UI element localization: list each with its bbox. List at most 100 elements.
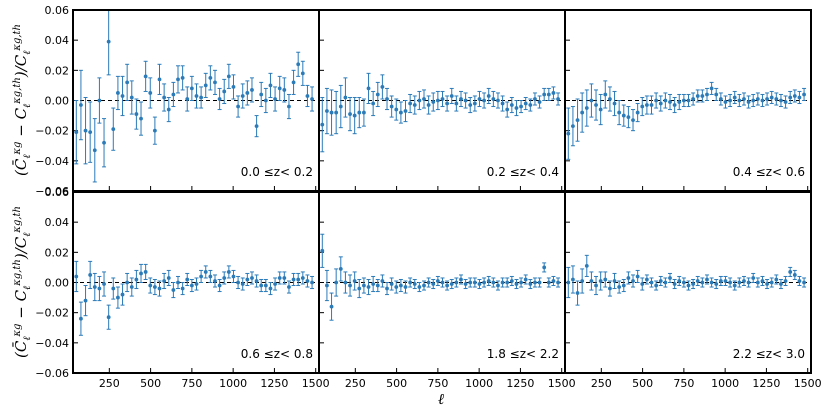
data-point [88,273,93,277]
data-point [486,94,491,98]
data-point [755,280,760,285]
data-point [259,283,264,288]
data-point [644,277,649,282]
data-point [797,279,802,283]
data-point [440,97,445,101]
data-point [635,110,640,115]
data-point [519,104,523,109]
panel-6: 250 500 750 1000 1250 1500 2.2 ≤z< 3.0 [564,191,822,390]
data-point [644,103,649,107]
data-point [320,122,325,127]
data-point [213,80,217,85]
y-tick-label: 0.02 [45,246,70,259]
data-point [417,98,422,103]
data-point [788,95,793,100]
data-point [129,285,134,289]
data-point [226,270,231,274]
panels-layer: −0.06 −0.04 −0.02 0.00 0.02 0.04 0.06 0.0 ≤z< 0… [35,4,821,390]
data-point [111,286,116,291]
x-tick-label: 1250 [506,377,534,390]
data-point [143,74,148,79]
data-point [472,280,477,285]
data-point [718,279,723,283]
data-point [571,124,575,129]
y-tick-label: −0.04 [35,155,69,168]
data-point [575,291,580,295]
data-point [152,128,157,133]
data-point [695,94,700,98]
data-point [152,285,157,289]
data-point [426,103,431,107]
panel-redshift-label: 0.2 ≤z< 0.4 [487,165,559,179]
panel-redshift-label: 0.4 ≤z< 0.6 [733,165,805,179]
data-point [375,92,380,97]
data-point [194,282,199,286]
data-point [352,279,357,283]
data-point [551,91,556,95]
data-point [617,110,622,115]
data-point [617,285,622,289]
data-point [348,112,352,116]
data-point [774,97,779,101]
data-point [403,109,408,113]
data-point [74,274,79,279]
data-point [176,77,180,82]
x-tick-label: 750 [181,377,202,390]
data-point [802,280,806,285]
data-point [338,267,343,271]
data-point [500,101,505,106]
data-point [551,279,556,283]
data-point [106,315,111,320]
data-point [746,280,751,285]
data-point [139,116,143,121]
data-point [417,285,422,289]
data-point [362,110,366,115]
data-point [282,276,287,280]
data-point [199,95,204,100]
data-point [171,288,176,292]
data-point [514,282,519,286]
data-point [97,98,102,103]
data-point [277,276,282,280]
panel-redshift-label: 0.0 ≤z< 0.2 [241,165,313,179]
data-point [422,97,426,101]
data-point [482,280,487,285]
data-point [728,98,733,103]
data-point [663,98,668,103]
data-point [92,148,97,153]
y-tick-label: −0.02 [35,125,69,138]
data-point [394,285,399,289]
data-point [649,103,654,107]
data-point [746,100,751,104]
x-tick-label: 500 [632,377,653,390]
data-point [102,140,106,145]
data-point [742,97,746,101]
data-point [97,286,102,291]
data-point [162,95,167,100]
data-point [608,286,612,291]
data-point [788,270,793,274]
data-point [528,103,533,107]
data-point [366,285,371,289]
data-point [79,316,83,321]
data-point [663,280,668,285]
data-point [686,98,691,103]
data-point [231,85,236,89]
data-point [403,285,408,289]
data-point [477,97,482,101]
x-tick-label: 1500 [548,377,576,390]
x-tick-label: 750 [427,377,448,390]
data-point [537,280,542,285]
data-point [718,97,723,101]
data-point [723,100,728,104]
data-point [760,98,765,103]
data-point [677,279,682,283]
data-point [626,115,631,119]
data-point [454,280,459,285]
data-point [584,106,589,110]
data-point [157,286,162,291]
x-axis-label: ℓ [438,390,444,408]
x-tick-label: 250 [345,377,366,390]
data-point [445,101,450,106]
data-point [371,101,376,106]
